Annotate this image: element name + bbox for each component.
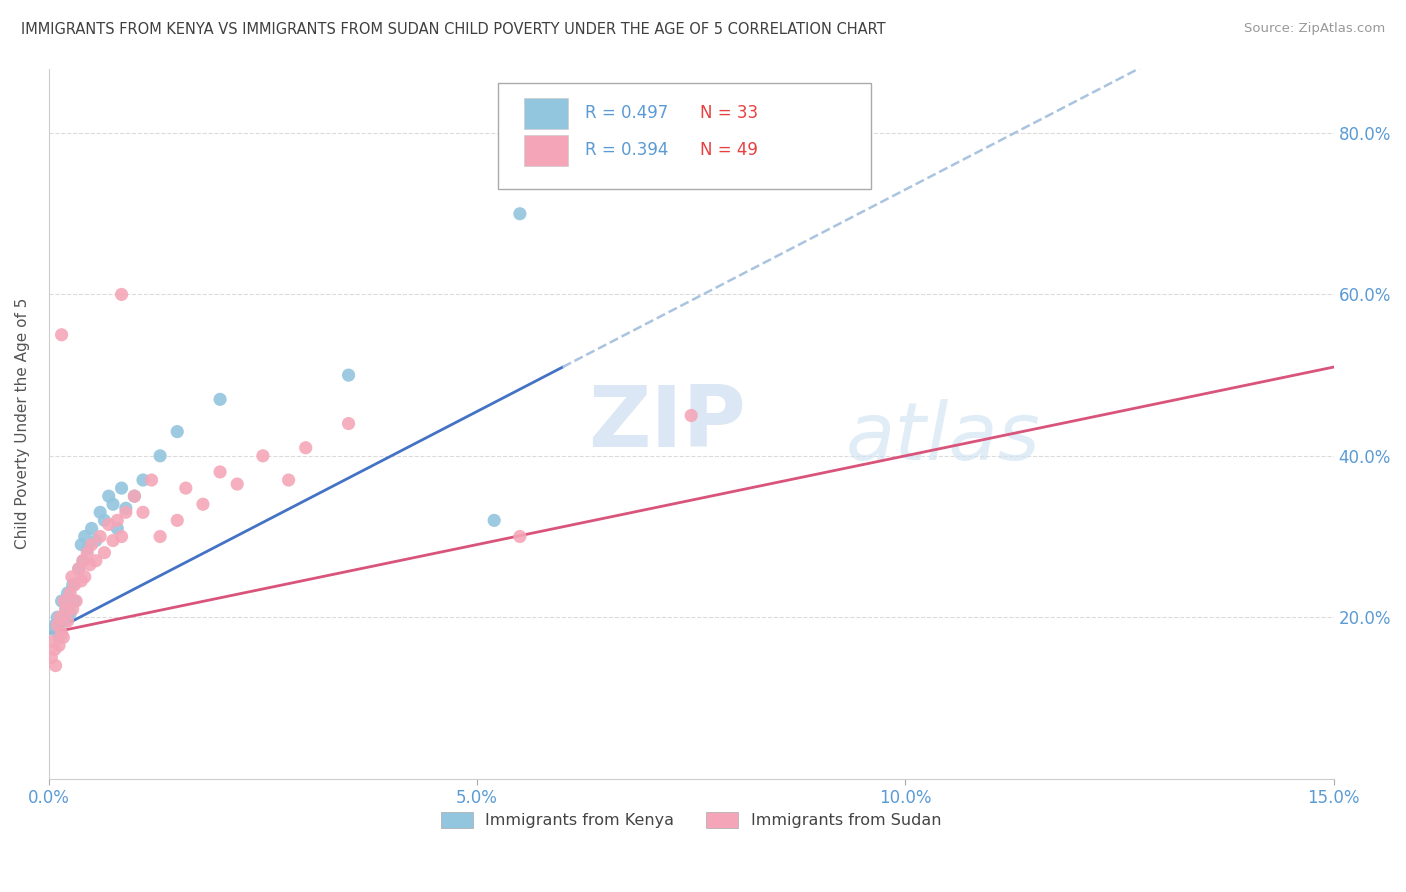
- Point: [63, 594, 86, 608]
- Point: [110, 287, 132, 301]
- Point: [42, 634, 65, 648]
- Point: [56, 586, 79, 600]
- Point: [72, 554, 94, 568]
- Point: [174, 481, 197, 495]
- Point: [53, 594, 76, 608]
- Point: [93, 513, 115, 527]
- Point: [46, 610, 69, 624]
- Point: [76, 541, 98, 556]
- Point: [294, 441, 316, 455]
- Text: Source: ZipAtlas.com: Source: ZipAtlas.com: [1244, 22, 1385, 36]
- Point: [62, 602, 84, 616]
- Point: [84, 554, 107, 568]
- Point: [51, 626, 73, 640]
- Point: [53, 614, 76, 628]
- Point: [70, 538, 93, 552]
- Text: atlas: atlas: [845, 399, 1040, 476]
- Point: [105, 521, 128, 535]
- Point: [62, 578, 84, 592]
- Point: [149, 529, 172, 543]
- Point: [51, 327, 73, 342]
- Point: [337, 417, 360, 431]
- Point: [101, 533, 124, 548]
- FancyBboxPatch shape: [524, 97, 568, 128]
- Point: [101, 497, 124, 511]
- Point: [93, 546, 115, 560]
- Y-axis label: Child Poverty Under the Age of 5: Child Poverty Under the Age of 5: [15, 298, 30, 549]
- Point: [44, 642, 66, 657]
- Point: [46, 618, 69, 632]
- Point: [226, 477, 249, 491]
- Point: [56, 614, 79, 628]
- Point: [73, 570, 96, 584]
- Legend: Immigrants from Kenya, Immigrants from Sudan: Immigrants from Kenya, Immigrants from S…: [434, 805, 948, 835]
- Point: [681, 409, 703, 423]
- Point: [124, 489, 146, 503]
- Text: IMMIGRANTS FROM KENYA VS IMMIGRANTS FROM SUDAN CHILD POVERTY UNDER THE AGE OF 5 : IMMIGRANTS FROM KENYA VS IMMIGRANTS FROM…: [21, 22, 886, 37]
- Point: [41, 650, 63, 665]
- Point: [65, 594, 87, 608]
- Text: R = 0.394: R = 0.394: [585, 141, 668, 159]
- Point: [149, 449, 172, 463]
- Point: [80, 538, 103, 552]
- Point: [132, 473, 155, 487]
- Point: [509, 207, 531, 221]
- Point: [166, 513, 188, 527]
- Point: [191, 497, 214, 511]
- Text: R = 0.497: R = 0.497: [585, 104, 668, 122]
- Text: N = 49: N = 49: [700, 141, 758, 159]
- Point: [124, 489, 146, 503]
- Point: [337, 368, 360, 383]
- Point: [48, 631, 70, 645]
- Text: ZIP: ZIP: [588, 382, 747, 465]
- Point: [45, 658, 67, 673]
- Point: [482, 513, 505, 527]
- Point: [52, 631, 75, 645]
- Point: [73, 529, 96, 543]
- Point: [115, 501, 138, 516]
- Point: [55, 602, 77, 616]
- Point: [89, 505, 111, 519]
- Point: [110, 481, 132, 495]
- Point: [44, 618, 66, 632]
- FancyBboxPatch shape: [524, 135, 568, 166]
- Point: [209, 392, 232, 407]
- Point: [51, 594, 73, 608]
- Point: [110, 529, 132, 543]
- Point: [80, 521, 103, 535]
- Point: [277, 473, 299, 487]
- Point: [49, 610, 72, 624]
- Point: [72, 554, 94, 568]
- Point: [67, 562, 90, 576]
- Text: N = 33: N = 33: [700, 104, 758, 122]
- Point: [166, 425, 188, 439]
- Point: [76, 546, 98, 560]
- Point: [97, 517, 120, 532]
- Point: [132, 505, 155, 519]
- Point: [252, 449, 274, 463]
- Point: [60, 570, 83, 584]
- Point: [509, 529, 531, 543]
- Point: [79, 558, 101, 572]
- Point: [89, 529, 111, 543]
- Point: [105, 513, 128, 527]
- Point: [67, 562, 90, 576]
- Point: [59, 606, 82, 620]
- Point: [115, 505, 138, 519]
- Point: [48, 639, 70, 653]
- Point: [59, 586, 82, 600]
- Point: [55, 602, 77, 616]
- Point: [141, 473, 163, 487]
- Point: [97, 489, 120, 503]
- Point: [63, 578, 86, 592]
- Point: [84, 533, 107, 548]
- Point: [70, 574, 93, 588]
- FancyBboxPatch shape: [499, 83, 872, 189]
- Point: [42, 622, 65, 636]
- Point: [209, 465, 232, 479]
